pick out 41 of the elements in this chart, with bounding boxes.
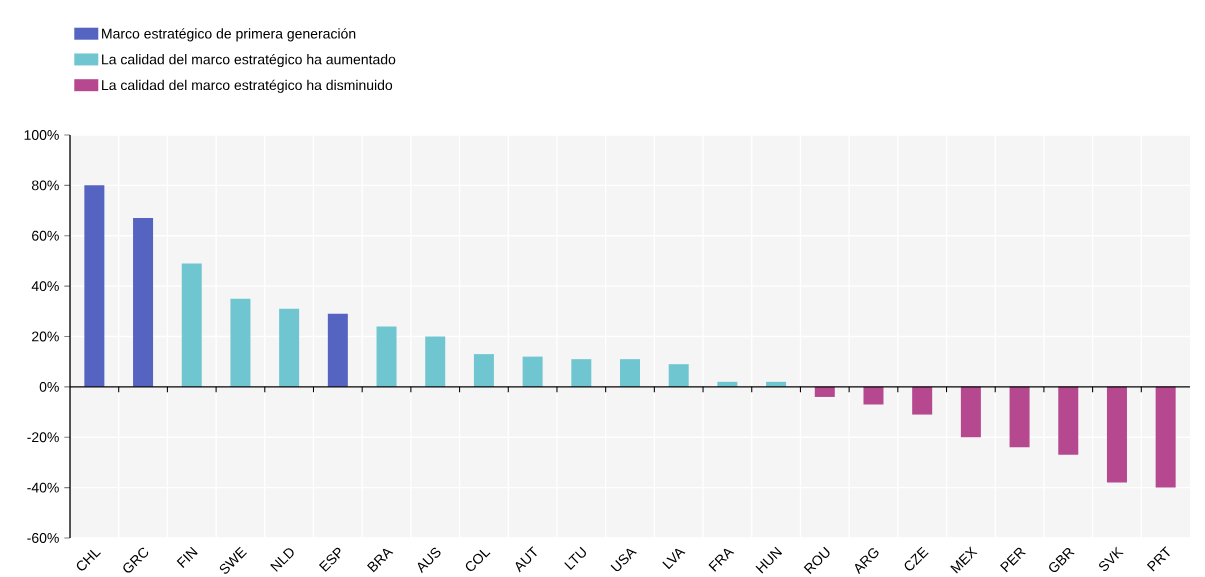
x-tick-label: FIN bbox=[176, 546, 198, 568]
bar bbox=[522, 356, 543, 387]
x-tick-label: CHL bbox=[76, 549, 101, 571]
bar bbox=[473, 354, 494, 387]
bar bbox=[133, 218, 154, 387]
y-tick-label: 40% bbox=[31, 281, 59, 292]
bar bbox=[279, 308, 300, 387]
bar bbox=[863, 386, 884, 405]
y-tick-label: -20% bbox=[27, 432, 59, 443]
bar bbox=[425, 336, 446, 387]
x-tick-label: FRA bbox=[708, 548, 735, 572]
bar bbox=[84, 185, 105, 387]
legend-label: La calidad del marco estratégico ha disminuido bbox=[102, 79, 393, 93]
bar bbox=[1155, 386, 1176, 488]
y-tick-label: -40% bbox=[27, 482, 59, 493]
y-tick-label: 60% bbox=[32, 230, 59, 241]
y-tick-label: 0% bbox=[39, 381, 59, 392]
y-tick-label: 20% bbox=[32, 331, 59, 342]
bar bbox=[376, 326, 397, 387]
x-tick-label: LVA bbox=[662, 548, 686, 570]
x-tick-label: BRA bbox=[367, 548, 394, 573]
y-tick-label: 80% bbox=[31, 180, 59, 191]
y-tick-label: -60% bbox=[27, 533, 59, 543]
bar bbox=[181, 263, 202, 387]
bar bbox=[1058, 386, 1079, 455]
bar bbox=[620, 359, 641, 387]
bar bbox=[327, 313, 348, 387]
x-tick-label: USA bbox=[610, 548, 637, 572]
bar bbox=[912, 386, 933, 415]
legend-label: La calidad del marco estratégico ha aumentado bbox=[102, 53, 396, 68]
bar bbox=[960, 386, 981, 438]
bar bbox=[1009, 386, 1030, 448]
legend-label: Marco estratégico de primera generación bbox=[102, 28, 356, 42]
bar bbox=[230, 298, 251, 387]
bar bbox=[814, 386, 835, 397]
bar bbox=[571, 359, 592, 387]
y-tick-label: 100% bbox=[24, 130, 59, 140]
x-tick-label: LTU bbox=[564, 546, 586, 570]
x-tick-label: COL bbox=[465, 549, 491, 571]
bar bbox=[668, 364, 689, 387]
bar bbox=[1106, 386, 1127, 483]
